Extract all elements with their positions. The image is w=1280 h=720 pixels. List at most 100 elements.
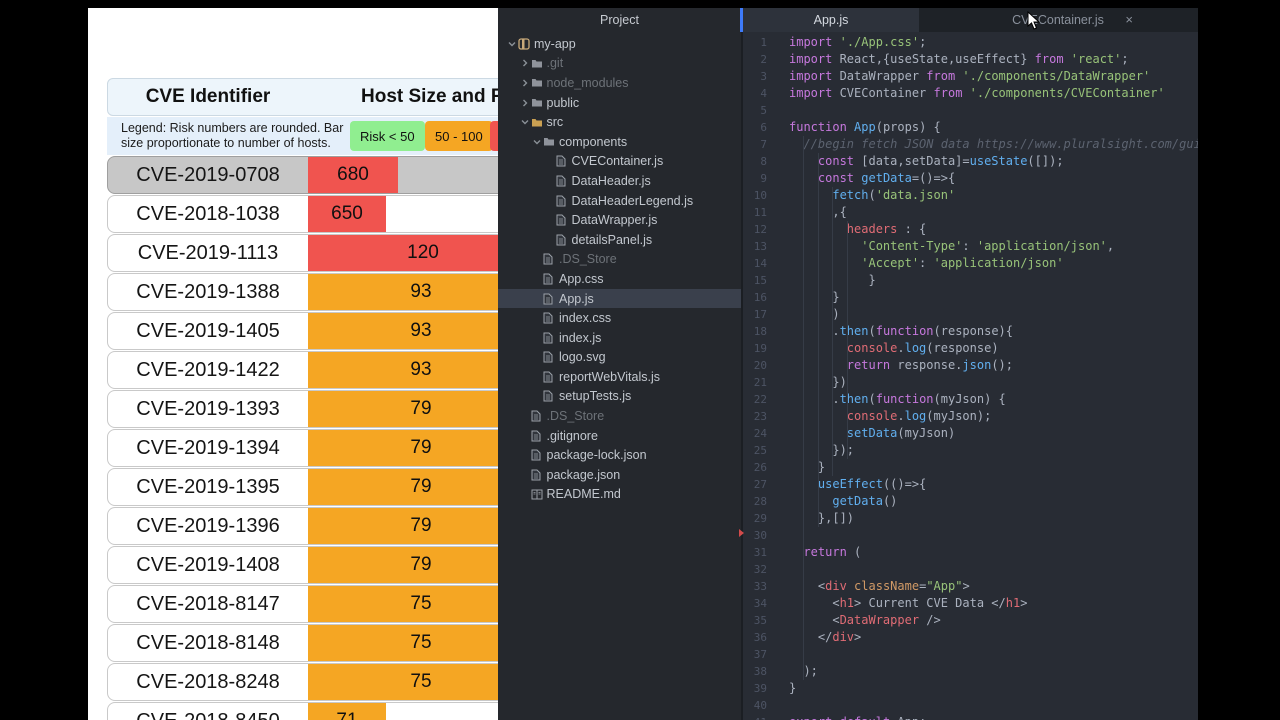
table-row[interactable]: CVE-2019-1388 93 — [107, 273, 498, 311]
code-line-31: 31 return ( — [743, 544, 1198, 561]
tree-item-package-json[interactable]: package.json — [498, 465, 741, 485]
line-number: 37 — [753, 648, 767, 661]
code-line-25: 25 }); — [743, 442, 1198, 459]
code-line-34: 34 <h1> Current CVE Data </h1> — [743, 595, 1198, 612]
line-number: 12 — [753, 223, 767, 236]
line-number: 40 — [753, 699, 767, 712]
tab-cvecontainerjs[interactable]: CVEContainer.js × — [919, 8, 1197, 32]
tree-item-datawrapper-js[interactable]: DataWrapper.js — [498, 210, 741, 230]
panel-divider[interactable] — [741, 8, 743, 720]
close-icon[interactable]: × — [1125, 12, 1133, 27]
legend-badge: 50 - 100 — [425, 121, 493, 151]
table-row[interactable]: CVE-2019-1113 120 — [107, 234, 498, 272]
risk-value-label: 75 — [410, 632, 432, 653]
tree-item-my-app[interactable]: my-app — [498, 34, 741, 54]
table-row[interactable]: CVE-2018-8148 75 — [107, 624, 498, 662]
tree-item--git[interactable]: .git — [498, 54, 741, 74]
table-row[interactable]: CVE-2018-8450 71 — [107, 702, 498, 720]
host-size-bar — [308, 664, 498, 700]
table-row[interactable]: CVE-2019-1408 79 — [107, 546, 498, 584]
line-number: 10 — [753, 189, 767, 202]
tree-item-setuptests-js[interactable]: setupTests.js — [498, 387, 741, 407]
folder-icon — [543, 136, 556, 147]
tree-item-app-js[interactable]: App.js — [498, 288, 741, 309]
table-row[interactable]: CVE-2018-8147 75 — [107, 585, 498, 623]
tree-item-label: README.md — [546, 487, 621, 502]
line-number: 20 — [753, 359, 767, 372]
code-line-35: 35 <DataWrapper /> — [743, 612, 1198, 629]
tree-item-app-css[interactable]: App.css — [498, 269, 741, 289]
code-line-40: 40 — [743, 697, 1198, 714]
tree-item-reportwebvitals-js[interactable]: reportWebVitals.js — [498, 367, 741, 387]
tree-item-label: App.css — [559, 271, 604, 286]
chevron-right-icon[interactable] — [519, 59, 531, 67]
tree-item-dataheader-js[interactable]: DataHeader.js — [498, 171, 741, 191]
tree-item-label: DataHeader.js — [571, 173, 651, 188]
code-line-30: 30 — [743, 527, 1198, 544]
tree-item-index-js[interactable]: index.js — [498, 328, 741, 348]
error-marker — [739, 529, 744, 537]
tree-item-label: components — [559, 134, 628, 149]
legend-badge: Risk > 100 — [490, 121, 498, 151]
line-number: 8 — [760, 155, 767, 168]
tree-item-components[interactable]: components — [498, 132, 741, 152]
line-number: 41 — [743, 714, 767, 720]
table-row[interactable]: CVE-2019-1422 93 — [107, 351, 498, 389]
cve-table: CVE Identifier Host Size and Risk Legend… — [107, 78, 498, 720]
tree-item-node-modules[interactable]: node_modules — [498, 73, 741, 93]
file-icon — [543, 332, 556, 344]
host-size-bar — [308, 547, 498, 583]
cve-id-label: CVE-2019-1113 — [137, 242, 279, 264]
tree-item-label: .DS_Store — [559, 252, 617, 267]
risk-value-label: 71 — [336, 703, 357, 720]
code-editor[interactable]: 1 import './App.css'; 2 import React,{useSt… — [743, 32, 1198, 720]
table-row[interactable]: CVE-2019-1396 79 — [107, 507, 498, 545]
tree-item-detailspanel-js[interactable]: detailsPanel.js — [498, 230, 741, 250]
code-line-24: 24 setData(myJson) — [743, 425, 1198, 442]
tree-item-dataheaderlegend-js[interactable]: DataHeaderLegend.js — [498, 191, 741, 211]
table-row[interactable]: CVE-2019-1394 79 — [107, 429, 498, 467]
tree-item-package-lock-json[interactable]: package-lock.json — [498, 445, 741, 465]
line-number: 26 — [753, 461, 767, 474]
line-number: 9 — [760, 172, 767, 185]
chevron-right-icon[interactable] — [519, 79, 531, 87]
project-panel: Project my-app .git node_modules public src c… — [498, 8, 741, 720]
tree-item--ds-store[interactable]: .DS_Store — [498, 250, 741, 270]
tree-item-public[interactable]: public — [498, 93, 741, 113]
code-line-8: 8 const [data,setData]=useState([]); — [743, 153, 1198, 170]
tab-appjs[interactable]: App.js — [743, 8, 919, 32]
chevron-down-icon[interactable] — [531, 138, 543, 146]
cve-id-label: CVE-2019-1422 — [136, 359, 280, 381]
tree-item-label: package-lock.json — [546, 448, 647, 463]
legend-row: Legend: Risk numbers are rounded. Bar si… — [107, 117, 498, 155]
host-size-bar — [308, 430, 498, 466]
host-size-bar — [308, 313, 498, 349]
tree-item--ds-store[interactable]: .DS_Store — [498, 406, 741, 426]
code-line-33: 33 <div className="App"> — [743, 578, 1198, 595]
editor-tab-bar: App.js CVEContainer.js × — [743, 8, 1198, 32]
line-number: 34 — [753, 597, 767, 610]
risk-value-label: 680 — [337, 164, 369, 185]
host-size-bar — [308, 703, 386, 720]
table-row[interactable]: CVE-2019-1393 79 — [107, 390, 498, 428]
risk-value-label: 79 — [410, 398, 432, 419]
tree-item--gitignore[interactable]: .gitignore — [498, 426, 741, 446]
tree-item-src[interactable]: src — [498, 112, 741, 132]
tree-item-index-css[interactable]: index.css — [498, 308, 741, 328]
chevron-right-icon[interactable] — [519, 99, 531, 107]
header-host-size-risk: Host Size and Risk — [361, 86, 498, 107]
cve-webpage: CVE Identifier Host Size and Risk Legend… — [88, 8, 498, 720]
file-icon — [543, 390, 556, 402]
chevron-down-icon[interactable] — [506, 40, 518, 48]
risk-value-label: 93 — [410, 320, 432, 341]
table-row[interactable]: CVE-2019-1405 93 — [107, 312, 498, 350]
table-row[interactable]: CVE-2018-1038 650 — [107, 195, 498, 233]
table-row[interactable]: CVE-2018-8248 75 — [107, 663, 498, 701]
tree-item-logo-svg[interactable]: logo.svg — [498, 348, 741, 368]
host-size-bar — [308, 235, 498, 271]
table-row[interactable]: CVE-2019-1395 79 — [107, 468, 498, 506]
tree-item-readme-md[interactable]: README.md — [498, 485, 741, 505]
tree-item-cvecontainer-js[interactable]: CVEContainer.js — [498, 152, 741, 172]
chevron-down-icon[interactable] — [519, 118, 531, 126]
table-row[interactable]: CVE-2019-0708 680 — [107, 156, 498, 194]
